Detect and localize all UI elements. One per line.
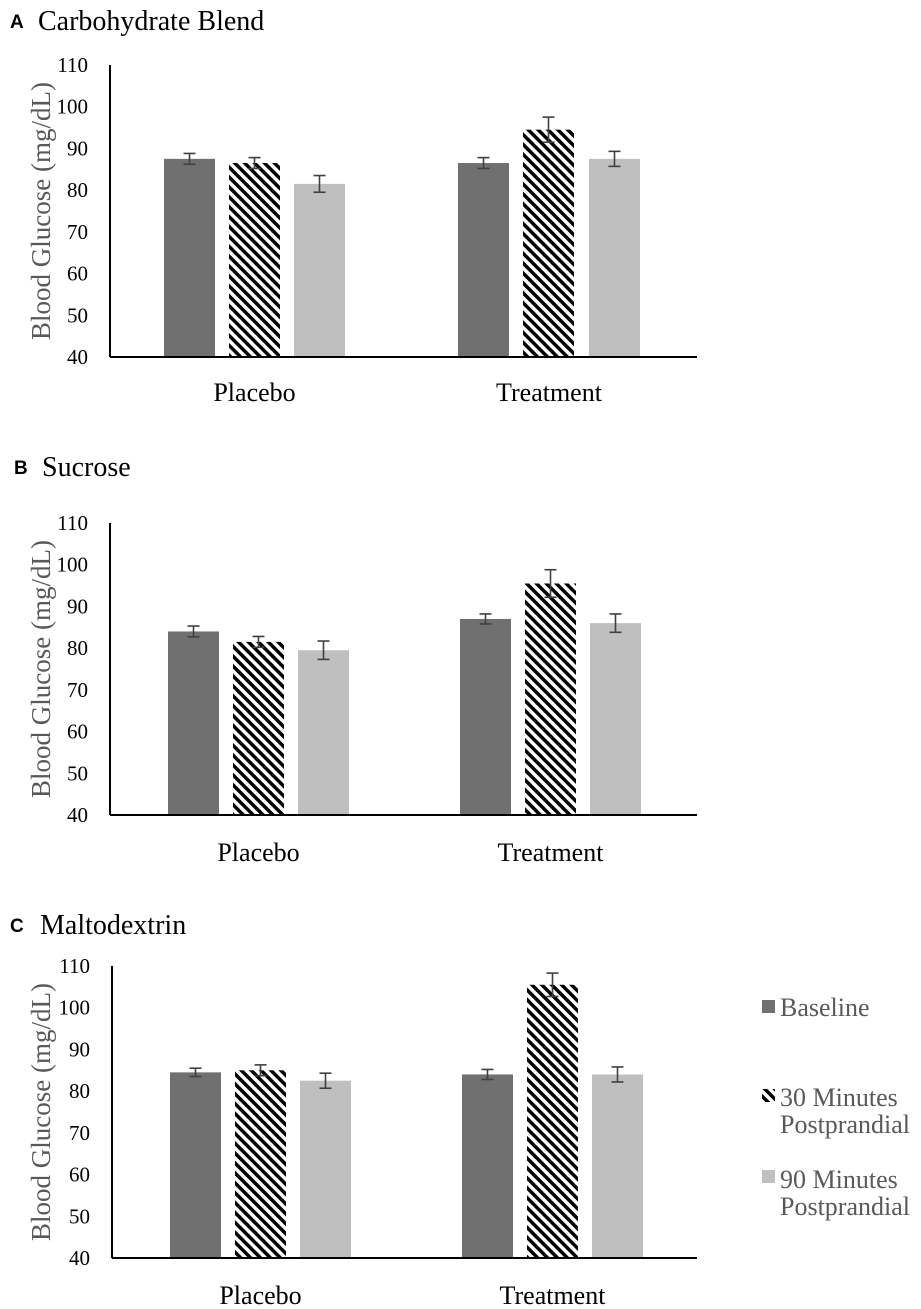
panel-title: Maltodextrin (40, 910, 186, 941)
error-bar (313, 174, 326, 194)
bar-min30-treatment (523, 129, 574, 357)
y-tick-label: 110 (59, 954, 90, 978)
bar-min30-treatment (525, 583, 576, 815)
error-bar (183, 152, 196, 166)
legend-label: 90 Minutes (780, 1165, 898, 1194)
x-category-label: Placebo (217, 838, 299, 867)
legend-label: Postprandial (780, 1192, 910, 1221)
bar-min30-placebo (233, 641, 284, 815)
y-tick-label: 50 (67, 303, 88, 327)
y-tick-label: 80 (67, 636, 88, 660)
y-tick-label: 100 (57, 95, 89, 119)
bar-min30-placebo (235, 1070, 286, 1258)
y-tick-label: 110 (57, 511, 88, 535)
y-tick-label: 40 (67, 345, 88, 369)
y-tick-label: 100 (57, 553, 89, 577)
error-bar (546, 972, 559, 998)
y-tick-label: 90 (67, 136, 88, 160)
y-tick-label: 100 (59, 996, 91, 1020)
bar-min30-placebo (229, 163, 280, 357)
panel-letter: A (10, 12, 24, 33)
x-category-label: Treatment (498, 838, 605, 867)
bar-min90-placebo (294, 183, 345, 357)
error-bar (187, 625, 200, 638)
bar-min90-treatment (589, 158, 640, 357)
y-tick-label: 40 (69, 1246, 90, 1270)
y-tick-label: 110 (57, 53, 88, 77)
bar-min90-treatment (590, 623, 641, 815)
error-bar (317, 640, 330, 661)
y-tick-label: 90 (69, 1037, 90, 1061)
panel-title: Carbohydrate Blend (38, 6, 264, 37)
legend-label: 30 Minutes (780, 1083, 898, 1112)
error-bar (544, 568, 557, 599)
y-tick-label: 70 (67, 220, 88, 244)
legend-swatch (762, 1089, 775, 1102)
bar-min90-placebo (298, 650, 349, 815)
y-tick-label: 60 (67, 262, 88, 286)
y-axis-label: Blood Glucose (mg/dL) (26, 983, 56, 1241)
y-tick-label: 50 (69, 1204, 90, 1228)
legend-label: Baseline (780, 993, 870, 1022)
error-bar (481, 1068, 494, 1081)
bar-baseline-treatment (458, 163, 509, 357)
legend-item-baseline: Baseline (762, 993, 870, 1022)
error-bar (248, 156, 261, 170)
y-tick-label: 60 (69, 1163, 90, 1187)
legend-swatch (762, 1170, 775, 1183)
bar-baseline-treatment (460, 618, 511, 815)
bar-min90-treatment (592, 1074, 643, 1258)
bar-min90-placebo (300, 1080, 351, 1258)
error-bar (542, 116, 555, 143)
x-category-label: Placebo (219, 1281, 301, 1309)
error-bar (254, 1064, 267, 1077)
error-bar (319, 1072, 332, 1090)
legend-label: Postprandial (780, 1110, 910, 1139)
bar-baseline-placebo (170, 1072, 221, 1258)
x-category-label: Treatment (496, 378, 603, 407)
bar-baseline-placebo (168, 631, 219, 815)
y-tick-label: 40 (67, 803, 88, 827)
error-bar (479, 613, 492, 625)
y-axis-label: Blood Glucose (mg/dL) (26, 540, 56, 798)
error-bar (611, 1066, 624, 1083)
y-tick-label: 70 (67, 678, 88, 702)
error-bar (477, 156, 490, 170)
panel-letter: C (10, 916, 24, 937)
y-tick-label: 70 (69, 1121, 90, 1145)
y-tick-label: 80 (69, 1079, 90, 1103)
bar-min30-treatment (527, 984, 578, 1258)
y-tick-label: 60 (67, 720, 88, 744)
error-bar (189, 1067, 202, 1078)
x-category-label: Treatment (500, 1281, 607, 1309)
y-tick-label: 80 (67, 178, 88, 202)
y-axis-label: Blood Glucose (mg/dL) (26, 82, 56, 340)
error-bar (608, 150, 621, 168)
chart-panel-a: A Carbohydrate Blend 40 50 60 70 80 90 100 110Blo… (10, 6, 697, 407)
bar-baseline-treatment (462, 1074, 513, 1258)
error-bar (609, 613, 622, 634)
error-bar (252, 635, 265, 649)
panel-letter: B (14, 458, 28, 479)
y-tick-label: 90 (67, 594, 88, 618)
bar-baseline-placebo (164, 158, 215, 357)
panel-title: Sucrose (42, 452, 131, 483)
legend-swatch (762, 1000, 775, 1013)
x-category-label: Placebo (213, 378, 295, 407)
y-tick-label: 50 (67, 761, 88, 785)
